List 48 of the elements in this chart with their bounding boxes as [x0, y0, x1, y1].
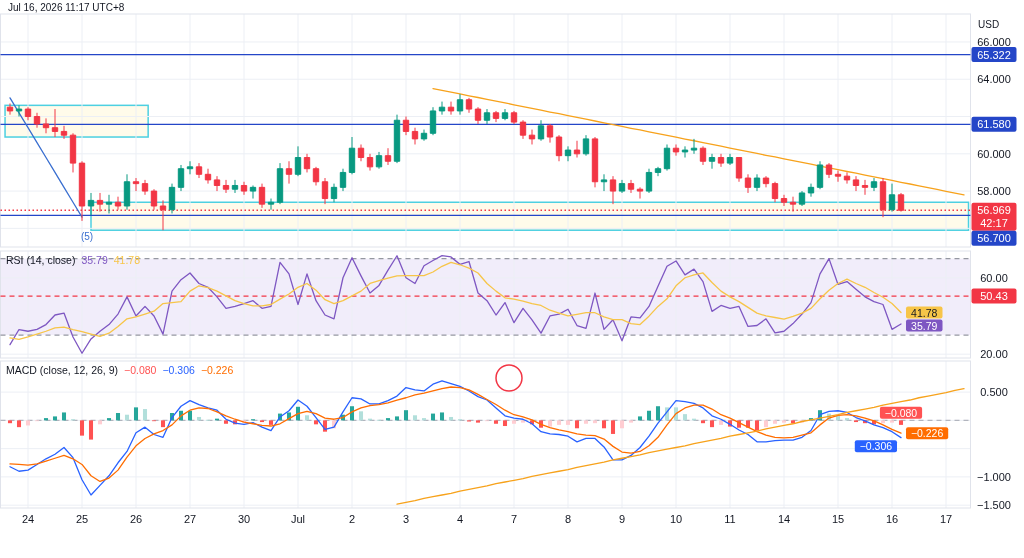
x-tick-label: 2	[348, 513, 356, 525]
x-tick-label: 9	[618, 513, 626, 525]
ref-line-label: 56.969	[977, 204, 1011, 217]
y-tick-label: 60.00	[980, 271, 1008, 284]
chart-title: RSI (14, close)	[6, 254, 76, 266]
x-tick-label: 11	[724, 513, 736, 525]
text: −0.306	[162, 364, 195, 376]
y-tick-label: 0.500	[980, 386, 1008, 399]
y-tick-label: 60.000	[977, 147, 1011, 160]
data-label: −0.226	[910, 427, 944, 440]
data-label: −0.306	[859, 440, 893, 453]
x-tick-label: 8	[564, 513, 572, 525]
x-tick-label: 25	[75, 513, 89, 525]
y-tick-label: 64.000	[977, 73, 1011, 86]
x-tick-label: 15	[831, 513, 845, 525]
x-tick-label: 16	[885, 513, 899, 525]
x-tick-label: 27	[183, 513, 197, 525]
x-tick-label: 7	[510, 513, 518, 525]
ref-line-label: 56.700	[977, 232, 1011, 245]
x-tick-label: 24	[21, 513, 35, 525]
y-tick-label: −1.000	[977, 470, 1011, 483]
data-label: −0.080	[884, 406, 918, 419]
text: 41.78	[113, 254, 141, 266]
x-tick-label: 10	[669, 513, 683, 525]
data-label: 41.78	[911, 306, 938, 319]
text: −0.226	[200, 364, 234, 376]
chart-title: MACD (close, 12, 26, 9)	[6, 364, 119, 376]
x-tick-label: 30	[237, 513, 251, 525]
ref-line-label: 61.580	[977, 118, 1011, 131]
x-tick-label: 17	[939, 513, 953, 525]
y-tick-label: 66.000	[977, 35, 1011, 48]
y-tick-label: −1.500	[977, 499, 1011, 512]
y-tick-label: 20.00	[980, 348, 1008, 361]
ref-line-label: 50.43	[980, 290, 1008, 303]
x-tick-label: Jul	[290, 513, 306, 525]
data-label: 35.79	[911, 319, 938, 332]
x-tick-label: 4	[456, 513, 464, 525]
x-tick-label: 26	[129, 513, 143, 525]
x-tick-label: 3	[402, 513, 410, 525]
y-axis-title: USD	[978, 18, 1000, 30]
chart-subtitle: Jul 16, 2026 11:17 UTC+8	[8, 1, 125, 13]
ref-line-label: 65.322	[977, 48, 1011, 61]
y-tick-label: 58.000	[977, 185, 1011, 198]
text: 42:17	[980, 217, 1008, 230]
annotation: (5)	[80, 230, 94, 242]
x-tick-label: 14	[777, 513, 791, 525]
text: 35.79	[81, 254, 108, 266]
text: −0.080	[124, 364, 157, 376]
